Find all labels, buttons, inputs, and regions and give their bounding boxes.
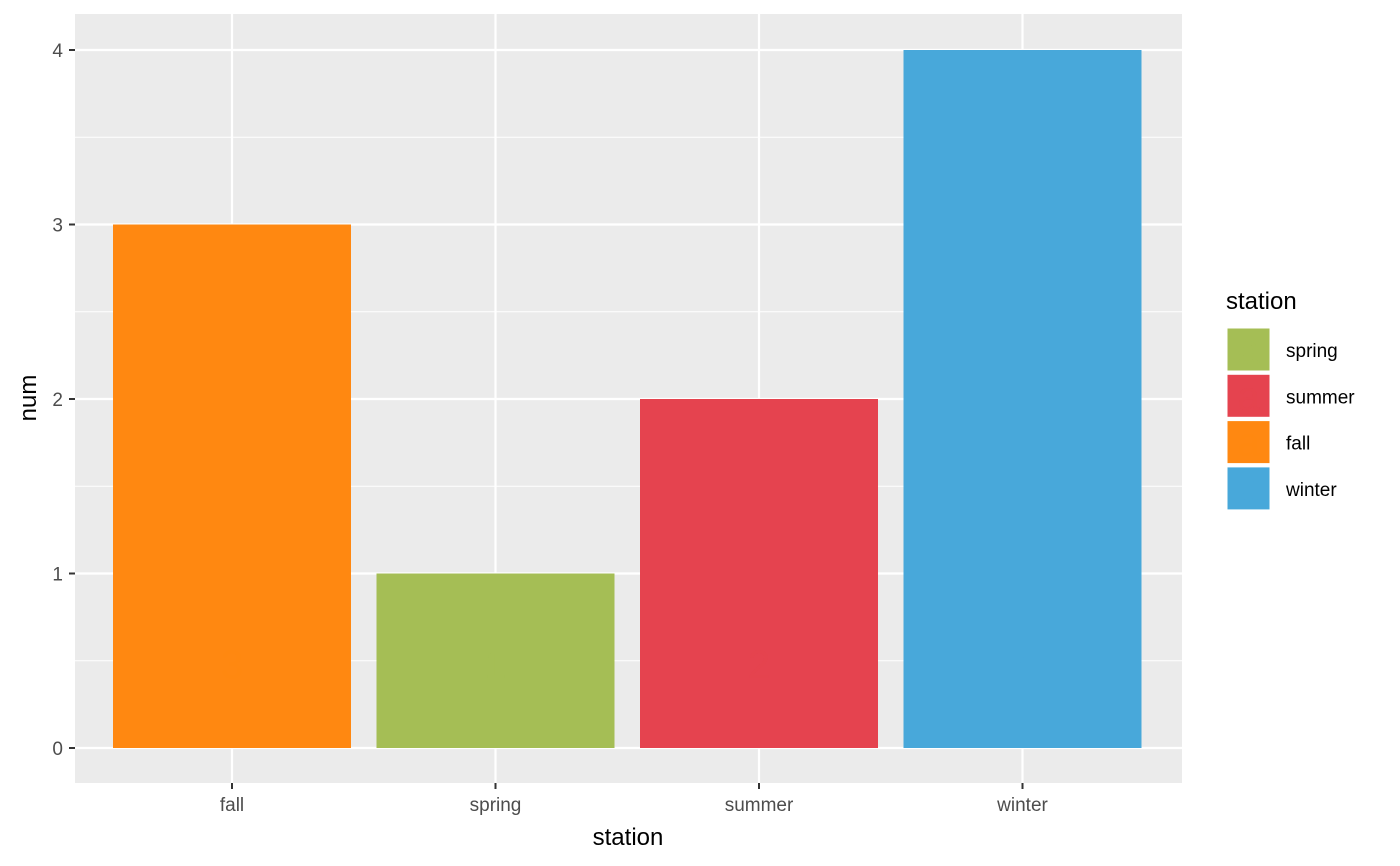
bar-fall bbox=[113, 224, 351, 748]
legend-key-fall bbox=[1227, 421, 1270, 464]
legend-label-summer: summer bbox=[1286, 387, 1355, 408]
bar-spring bbox=[376, 573, 615, 748]
y-tick-label: 2 bbox=[52, 390, 63, 411]
legend-key-glyph: a bbox=[1237, 328, 1260, 372]
legend: station a spring a summer a fall a winter bbox=[1226, 288, 1355, 511]
y-axis-title: num bbox=[15, 375, 42, 422]
bar-value-label: 1 bbox=[484, 643, 506, 687]
bar-winter bbox=[903, 50, 1142, 748]
legend-label-winter: winter bbox=[1285, 480, 1337, 501]
legend-key-glyph: a bbox=[1237, 374, 1260, 418]
bar-value-labels: 3 1 2 4 bbox=[221, 643, 1034, 687]
legend-title: station bbox=[1226, 288, 1297, 315]
bar-value-label: 2 bbox=[748, 643, 770, 687]
legend-key-glyph: a bbox=[1237, 421, 1260, 465]
x-axis-title: station bbox=[593, 824, 664, 851]
bars bbox=[113, 50, 1142, 748]
x-axis: fall spring summer winter bbox=[220, 783, 1049, 816]
legend-key-summer bbox=[1227, 374, 1270, 417]
x-tick-label: fall bbox=[220, 795, 244, 816]
legend-key-spring bbox=[1227, 328, 1270, 371]
y-axis: 0 1 2 3 4 bbox=[52, 41, 75, 760]
y-tick-label: 3 bbox=[52, 216, 63, 237]
bar-summer bbox=[640, 399, 878, 748]
y-tick-label: 0 bbox=[52, 739, 63, 760]
legend-label-spring: spring bbox=[1286, 341, 1338, 362]
y-tick-label: 1 bbox=[52, 565, 63, 586]
legend-key-winter bbox=[1227, 467, 1270, 510]
x-tick-label: summer bbox=[725, 795, 794, 816]
bar-value-label: 3 bbox=[221, 643, 243, 687]
bar-value-label: 4 bbox=[1011, 643, 1033, 687]
x-tick-label: spring bbox=[470, 795, 522, 816]
legend-key-glyph: a bbox=[1237, 467, 1260, 511]
legend-items: a spring a summer a fall a winter bbox=[1226, 327, 1355, 511]
x-tick-label: winter bbox=[996, 795, 1048, 816]
y-tick-label: 4 bbox=[52, 41, 63, 62]
legend-label-fall: fall bbox=[1286, 434, 1310, 455]
